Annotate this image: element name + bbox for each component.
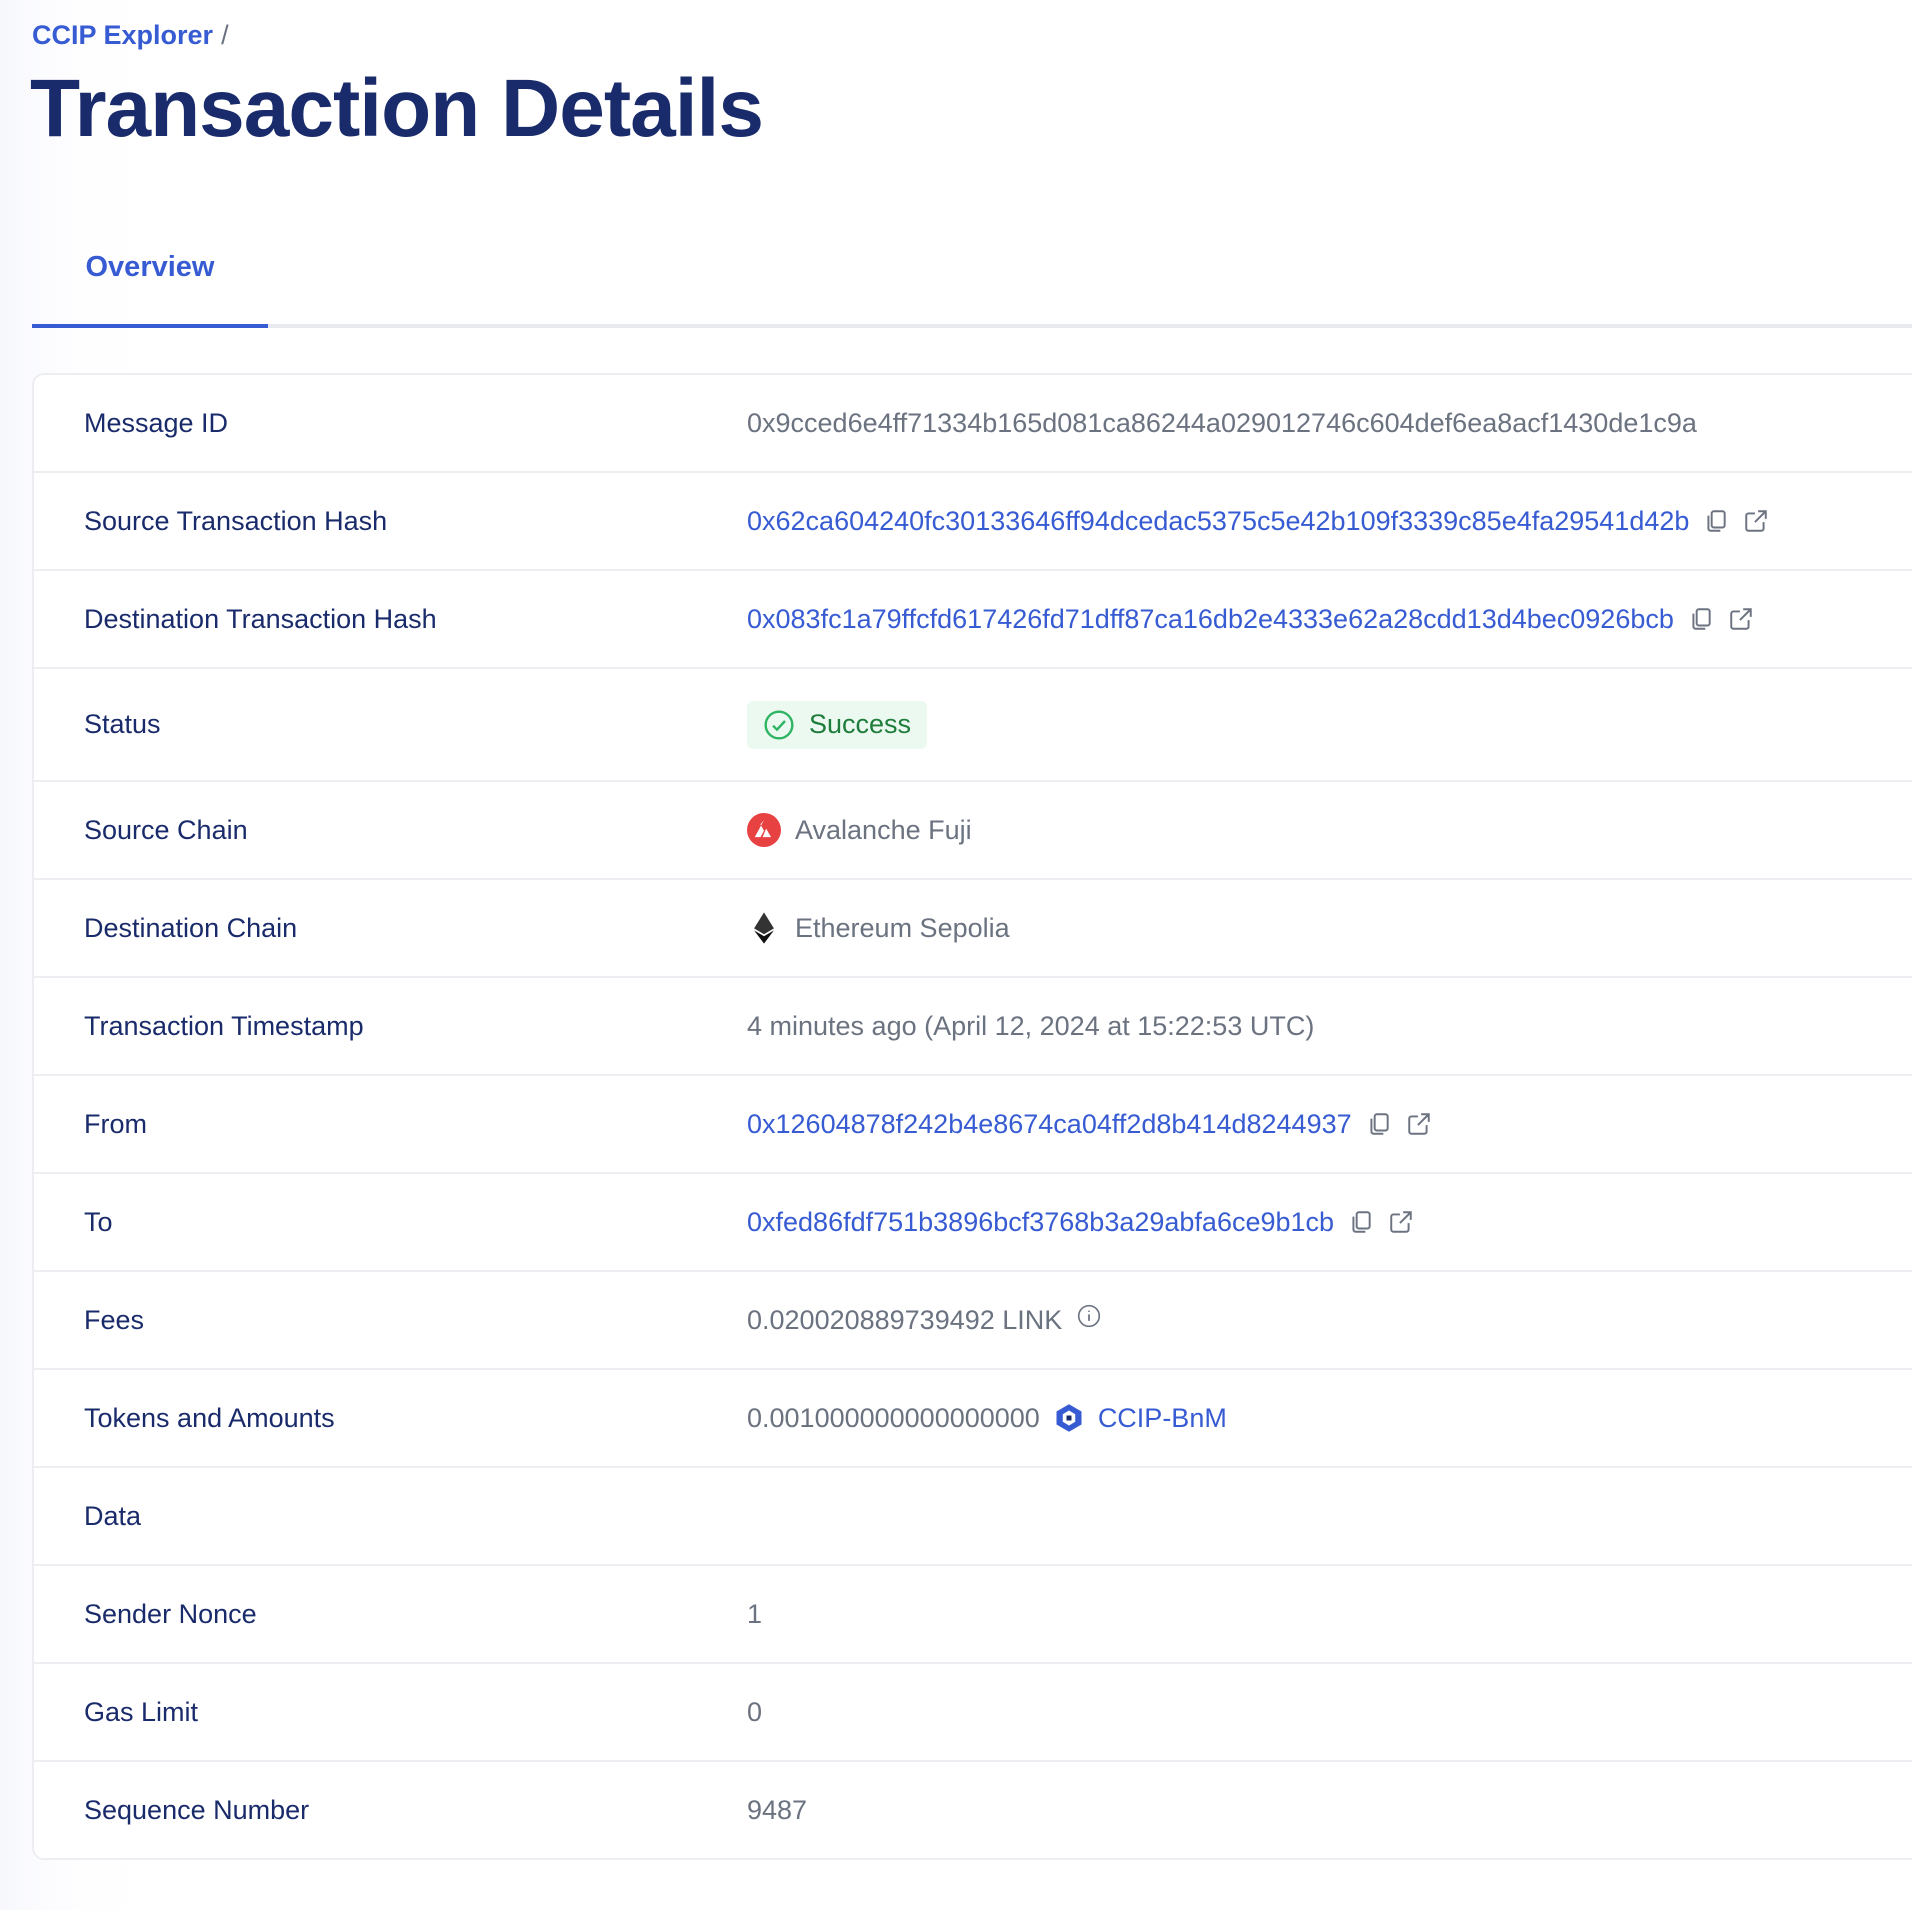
label: Status: [84, 709, 161, 739]
copy-icon[interactable]: [1366, 1111, 1392, 1137]
breadcrumb-separator: /: [221, 20, 229, 50]
label: Destination Chain: [84, 912, 298, 943]
ccip-bnm-token-icon: [1056, 1404, 1082, 1432]
avalanche-icon: [747, 813, 781, 847]
gas-limit-value: 0: [747, 1696, 763, 1727]
check-circle-icon: [764, 709, 794, 740]
row-from: From 0x12604878f242b4e8674ca04ff2d8b414d…: [34, 1076, 1912, 1174]
external-link-icon[interactable]: [1728, 606, 1754, 632]
dest-tx-link[interactable]: 0x083fc1a79ffcfd617426fd71dff87ca16db2e4…: [747, 603, 1674, 634]
row-tokens: Tokens and Amounts 0.001000000000000000 …: [34, 1370, 1912, 1468]
label: Transaction Timestamp: [84, 1010, 364, 1041]
from-address-link[interactable]: 0x12604878f242b4e8674ca04ff2d8b414d82449…: [747, 1108, 1352, 1139]
row-sequence: Sequence Number 9487: [34, 1762, 1912, 1858]
token-link[interactable]: CCIP-BnM: [1097, 1402, 1227, 1433]
source-chain-name: Avalanche Fuji: [795, 814, 972, 845]
timestamp-value: 4 minutes ago (April 12, 2024 at 15:22:5…: [747, 1010, 1315, 1041]
to-address-link[interactable]: 0xfed86fdf751b3896bcf3768b3a29abfa6ce9b1…: [747, 1206, 1335, 1237]
nonce-value: 1: [747, 1598, 763, 1629]
external-link-icon[interactable]: [1743, 508, 1769, 534]
sequence-value: 9487: [747, 1794, 808, 1825]
row-source-tx: Source Transaction Hash 0x62ca604240fc30…: [34, 473, 1912, 571]
fees-value: 0.020020889739492 LINK: [747, 1304, 1063, 1335]
label: Destination Transaction Hash: [84, 603, 437, 634]
row-to: To 0xfed86fdf751b3896bcf3768b3a29abfa6ce…: [34, 1174, 1912, 1272]
row-nonce: Sender Nonce 1: [34, 1566, 1912, 1664]
label: Data: [84, 1500, 142, 1531]
breadcrumb: CCIP Explorer /: [32, 20, 229, 51]
token-amount: 0.001000000000000000: [747, 1402, 1040, 1433]
row-dest-chain: Destination Chain Ethereum Sepolia: [34, 880, 1912, 978]
external-link-icon[interactable]: [1388, 1209, 1414, 1235]
label: Source Transaction Hash: [84, 505, 388, 536]
label: From: [84, 1108, 147, 1139]
row-dest-tx: Destination Transaction Hash 0x083fc1a79…: [34, 571, 1912, 669]
label: Sequence Number: [84, 1794, 310, 1825]
label: Tokens and Amounts: [84, 1402, 335, 1433]
details-card: Message ID 0x9cced6e4ff71334b165d081ca86…: [32, 373, 1912, 1860]
label: Gas Limit: [84, 1696, 199, 1727]
breadcrumb-ccip-explorer[interactable]: CCIP Explorer: [32, 20, 214, 50]
label: Fees: [84, 1304, 145, 1335]
row-gas-limit: Gas Limit 0: [34, 1664, 1912, 1762]
row-timestamp: Transaction Timestamp 4 minutes ago (Apr…: [34, 978, 1912, 1076]
source-tx-link[interactable]: 0x62ca604240fc30133646ff94dcedac5375c5e4…: [747, 505, 1690, 536]
message-id-value: 0x9cced6e4ff71334b165d081ca86244a0290127…: [747, 407, 1697, 438]
status-text: Success: [809, 709, 912, 739]
row-message-id: Message ID 0x9cced6e4ff71334b165d081ca86…: [34, 375, 1912, 473]
row-status: Status Success: [34, 669, 1912, 782]
row-data: Data: [34, 1468, 1912, 1566]
copy-icon[interactable]: [1348, 1209, 1374, 1235]
row-source-chain: Source Chain Avalanche Fuji: [34, 782, 1912, 880]
copy-icon[interactable]: [1703, 508, 1729, 534]
ethereum-icon: [754, 912, 774, 944]
label: Source Chain: [84, 814, 248, 845]
status-badge: Success: [747, 700, 928, 749]
external-link-icon[interactable]: [1406, 1111, 1432, 1137]
info-icon[interactable]: [1076, 1303, 1102, 1329]
label: Sender Nonce: [84, 1598, 257, 1629]
row-fees: Fees 0.020020889739492 LINK: [34, 1272, 1912, 1370]
page-title: Transaction Details: [30, 63, 764, 154]
copy-icon[interactable]: [1688, 606, 1714, 632]
label: Message ID: [84, 407, 229, 438]
label: To: [84, 1206, 113, 1237]
tab-overview[interactable]: Overview: [32, 238, 268, 328]
dest-chain-name: Ethereum Sepolia: [795, 912, 1010, 943]
tab-bar: Overview: [32, 238, 1912, 328]
